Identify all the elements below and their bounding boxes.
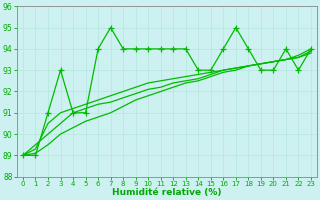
X-axis label: Humidité relative (%): Humidité relative (%): [112, 188, 222, 197]
